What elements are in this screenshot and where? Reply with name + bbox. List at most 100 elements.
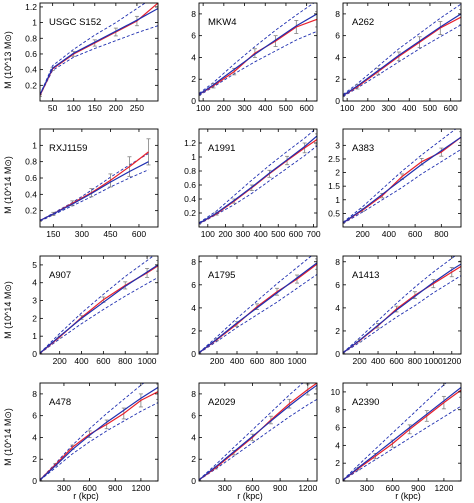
band-upper-line xyxy=(199,256,313,353)
y-tick-label: 6 xyxy=(191,31,196,41)
cluster-name: MKW4 xyxy=(208,17,237,28)
plot-area xyxy=(199,256,317,354)
x-tick-label: 600 xyxy=(386,483,400,493)
y-tick-label: 2 xyxy=(32,313,37,323)
cluster-name: A478 xyxy=(49,397,71,408)
x-tick-label: 200 xyxy=(217,103,231,113)
y-tick-label: 8 xyxy=(335,257,340,267)
x-tick-label: 600 xyxy=(250,356,264,366)
band-upper-line xyxy=(199,3,315,94)
cluster-name: A1991 xyxy=(208,143,235,154)
y-tick-label: 0.2 xyxy=(184,208,196,218)
cluster-name: A383 xyxy=(352,143,374,154)
x-tick-label: 100 xyxy=(201,229,215,239)
y-tick-label: 0 xyxy=(335,476,340,486)
y-tick-label: 0.4 xyxy=(25,189,37,199)
x-tick-label: 300 xyxy=(75,229,89,239)
y-tick-label: 6 xyxy=(32,411,37,421)
plot-area xyxy=(199,129,317,225)
plot-area xyxy=(199,383,317,481)
x-tick-label: 250 xyxy=(130,103,144,113)
y-tick-label: 2 xyxy=(191,74,196,84)
x-tick-label: 200 xyxy=(356,229,370,239)
measured-line xyxy=(40,151,149,222)
y-tick-label: 1 xyxy=(335,195,340,205)
panel-frame xyxy=(39,255,159,355)
x-tick-label: 300 xyxy=(360,483,374,493)
y-tick-label: 0.5 xyxy=(328,208,340,218)
x-tick-label: 200 xyxy=(210,356,224,366)
x-tick-label: 100 xyxy=(340,103,354,113)
y-tick-label: 2 xyxy=(335,168,340,178)
band-lower-line xyxy=(343,405,461,481)
panel-frame xyxy=(342,255,462,355)
panel-mkw4: 100 200 300 400 500 600 0 2 4 6 8 MKW4 xyxy=(191,2,318,113)
band-upper-line xyxy=(343,129,457,223)
x-tick-label: 300 xyxy=(236,229,250,239)
x-tick-label: 1200 xyxy=(298,483,317,493)
y-tick-label: 0 xyxy=(191,476,196,486)
x-tick-label: 400 xyxy=(402,103,416,113)
model-line xyxy=(199,384,317,481)
band-lower-line xyxy=(40,277,158,354)
row-ylabel-1: M (10^13 M⊙) xyxy=(3,31,13,89)
y-tick-label: 1.5 xyxy=(328,181,340,191)
model-line xyxy=(343,136,461,224)
x-tick-label: 800 xyxy=(434,229,448,239)
y-tick-label: 6 xyxy=(335,280,340,290)
panel-a262: 100 200 300 400 500 600 0 2 4 6 8 A262 xyxy=(335,2,462,113)
x-tick-label: 1200 xyxy=(434,483,453,493)
row-ylabel-2: M (10^14 M⊙) xyxy=(3,156,13,214)
y-tick-label: 1 xyxy=(32,18,37,28)
y-tick-label: 0 xyxy=(335,349,340,359)
band-upper-line xyxy=(199,383,304,481)
x-tick-label: 500 xyxy=(279,103,293,113)
panel-a907: 200 400 600 800 1000 0 1 2 3 4 5 A907 xyxy=(32,255,159,366)
x-tick-label: 1200 xyxy=(131,483,150,493)
band-lower-line xyxy=(199,274,317,354)
model-line xyxy=(343,13,461,97)
y-tick-label: 0 xyxy=(191,96,196,106)
y-tick-label: 0.2 xyxy=(25,206,37,216)
cluster-name: A1795 xyxy=(208,270,235,281)
band-lower-line xyxy=(343,149,461,224)
panel-a1413: 200 400 600 800 1000 1200 0 2 4 6 8 A1413 xyxy=(335,255,462,366)
x-tick-label: 50 xyxy=(48,103,58,113)
band-lower-line xyxy=(199,145,317,225)
y-tick-label: 1 xyxy=(191,152,196,162)
model-line xyxy=(343,263,461,354)
y-tick-label: 8 xyxy=(335,9,340,19)
x-tick-label: 450 xyxy=(103,229,117,239)
y-tick-label: 4 xyxy=(32,278,37,288)
panel-frame xyxy=(198,128,318,228)
band-lower-line xyxy=(343,24,461,97)
y-tick-label: 6 xyxy=(335,423,340,433)
plot-area xyxy=(40,383,158,481)
x-tick-label: 400 xyxy=(371,356,385,366)
x-tick-label: 500 xyxy=(271,229,285,239)
band-upper-line xyxy=(343,256,456,353)
cluster-name: A907 xyxy=(49,270,71,281)
band-upper-line xyxy=(40,256,154,354)
panel-a2390: 300 600 900 1200 0 2 4 6 8 10 A2390 xyxy=(331,382,462,493)
panel-a1795: 200 400 600 800 1000 0 2 4 6 8 A1795 xyxy=(191,255,318,366)
y-tick-label: 5 xyxy=(32,260,37,270)
x-tick-label: 200 xyxy=(361,103,375,113)
band-lower-line xyxy=(40,402,158,481)
cluster-name: A262 xyxy=(352,17,374,28)
x-tick-label: 1000 xyxy=(424,356,443,366)
panel-frame xyxy=(342,2,462,102)
y-tick-label: 2.5 xyxy=(328,154,340,164)
cluster-name: RXJ1159 xyxy=(49,143,87,154)
x-tick-label: 600 xyxy=(289,229,303,239)
y-tick-label: 0 xyxy=(32,349,37,359)
x-tick-label: 1000 xyxy=(138,356,157,366)
y-tick-label: 0.6 xyxy=(25,173,37,183)
x-tick-label: 150 xyxy=(88,103,102,113)
y-tick-label: 4 xyxy=(191,432,196,442)
panel-a2029: 300 600 900 1200 0 2 4 6 8 A2029 xyxy=(191,382,318,493)
measured-line xyxy=(343,136,461,224)
x-tick-label: 600 xyxy=(389,356,403,366)
x-tick-label: 600 xyxy=(444,103,458,113)
